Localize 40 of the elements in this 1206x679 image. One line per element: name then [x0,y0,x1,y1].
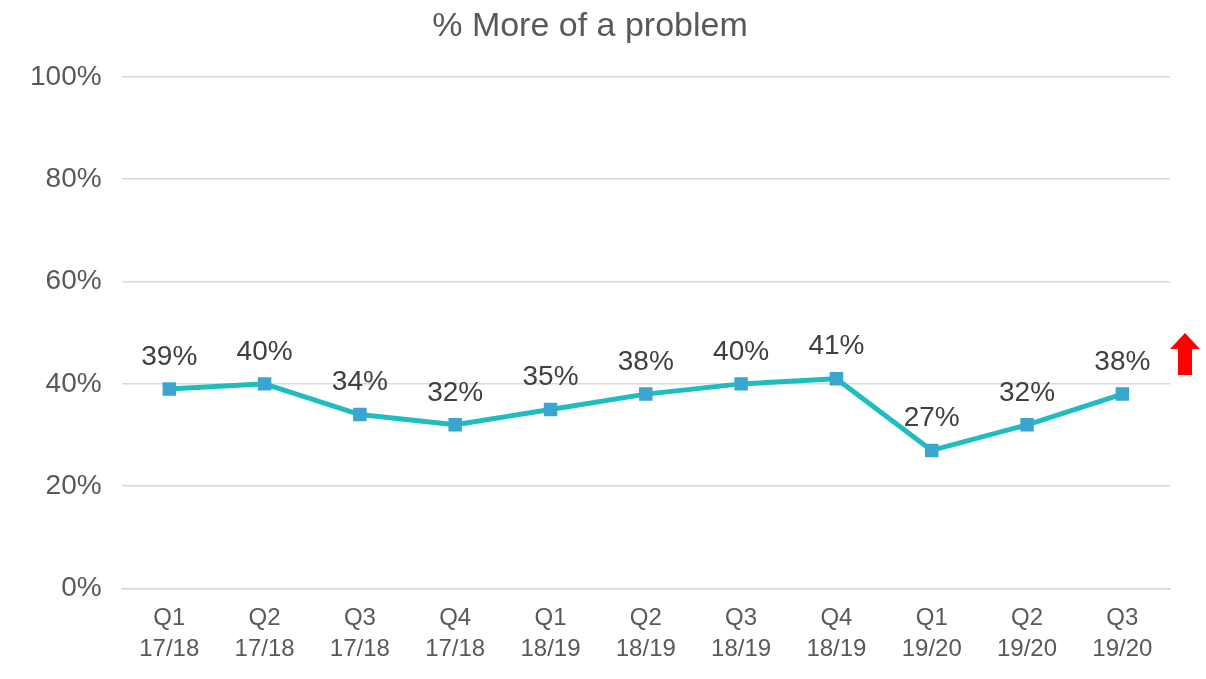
y-tick-label: 40% [45,366,102,398]
x-tick-label: Q1 18/19 [520,602,581,662]
data-label: 32% [427,375,484,407]
y-tick-label: 0% [61,571,102,603]
data-label: 38% [617,344,674,376]
point [734,377,748,391]
x-tick-label: Q3 18/19 [711,602,772,662]
x-tick-label: Q2 18/19 [615,602,676,662]
data-label: 40% [713,334,770,366]
x-tick-label: Q3 19/20 [1092,602,1153,662]
data-label: 39% [141,339,198,371]
point [353,407,367,422]
data-label: 40% [236,334,293,366]
point [829,372,844,386]
point [448,418,462,432]
chart-title: % More of a problem [432,4,748,43]
x-tick-label: Q4 17/18 [425,602,486,662]
data-label: 38% [1094,344,1151,376]
y-tick-label: 60% [45,264,102,296]
x-tick-label: Q2 19/20 [997,602,1058,662]
y-tick-label: 100% [29,59,102,91]
x-tick-label: Q2 17/18 [234,602,295,662]
point [924,443,939,458]
x-tick-label: Q1 19/20 [901,602,962,662]
point [257,377,272,391]
data-label: 32% [999,375,1056,407]
point [639,387,653,401]
y-tick-label: 20% [45,468,102,500]
point [1115,387,1130,401]
data-label: 27% [903,401,960,433]
data-label: 34% [331,365,388,397]
x-tick-label: Q3 17/18 [329,602,390,662]
x-tick-label: Q4 18/19 [806,602,867,662]
point [543,402,558,417]
data-label: 41% [808,329,865,361]
data-label: 35% [522,360,579,392]
x-tick-label: Q1 17/18 [139,602,200,662]
point [162,382,177,396]
y-tick-label: 80% [45,161,102,193]
point [1020,418,1034,432]
